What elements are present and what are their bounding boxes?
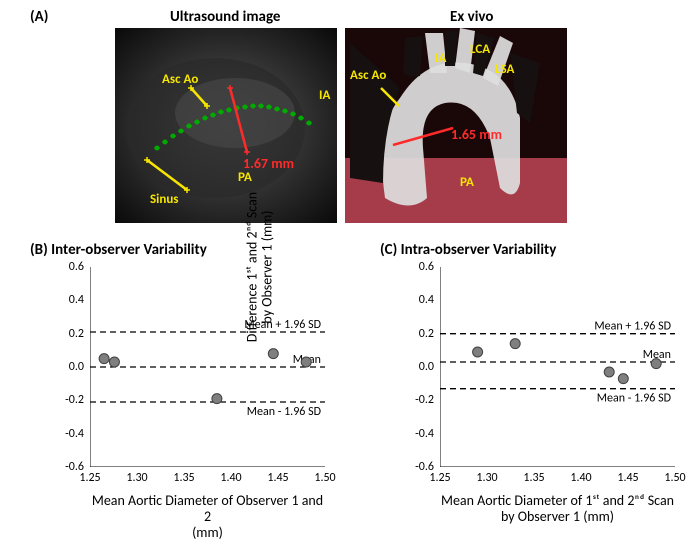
panel-c-title: (C) Intra-observer Variability xyxy=(380,241,700,259)
panel-c-xticks: 1.251.301.351.401.451.50 xyxy=(440,469,675,489)
label-sinus-us: Sinus xyxy=(150,192,178,207)
panel-c-xlabel: Mean Aortic Diameter of 1ˢᵗ and 2ⁿᵈ Scan… xyxy=(440,493,675,525)
panel-b-xlabel: Mean Aortic Diameter of Observer 1 and 2… xyxy=(90,493,325,541)
panel-b: (B) Inter-observer Variability Differenc… xyxy=(0,235,350,559)
panel-b-xticks: 1.251.301.351.401.451.50 xyxy=(90,469,325,489)
panel-c: (C) Intra-observer Variability Differenc… xyxy=(350,235,700,559)
label-lsa-ev: LSA xyxy=(495,62,514,77)
panel-b-plot: Mean + 1.96 SDMeanMean - 1.96 SD xyxy=(90,267,325,467)
svg-text:Mean - 1.96 SD: Mean - 1.96 SD xyxy=(597,392,671,406)
svg-text:Mean - 1.96 SD: Mean - 1.96 SD xyxy=(247,405,321,419)
label-asc-ao-ev: Asc Ao xyxy=(350,68,386,83)
ultrasound-title: Ultrasound image xyxy=(170,8,280,26)
label-asc-ao-us: Asc Ao xyxy=(162,72,198,87)
ultrasound-image xyxy=(115,28,337,223)
panel-c-plot: Mean + 1.96 SDMeanMean - 1.96 SD xyxy=(440,267,675,467)
panel-a-label: (A) xyxy=(30,8,48,26)
panel-b-yticks: -0.6-0.4-0.20.00.20.40.6 xyxy=(60,267,88,467)
label-ia-us: IA xyxy=(319,88,330,103)
panel-a: (A) Ultrasound image Ex vivo Asc Ao IA S… xyxy=(0,0,700,235)
panel-c-ylabel: Difference 1ˢᵗ and 2ⁿᵈ Scan by Observer … xyxy=(245,167,276,367)
svg-text:Mean + 1.96 SD: Mean + 1.96 SD xyxy=(594,320,671,334)
exvivo-title: Ex vivo xyxy=(450,8,493,26)
label-pa-ev: PA xyxy=(460,175,474,190)
panel-c-yticks: -0.6-0.4-0.20.00.20.40.6 xyxy=(410,267,438,467)
label-ia-ev: IA xyxy=(435,51,446,66)
measurement-ev: 1.65 mm xyxy=(451,126,502,143)
panel-b-title: (B) Inter-observer Variability xyxy=(30,241,380,259)
label-lca-ev: LCA xyxy=(470,42,490,57)
